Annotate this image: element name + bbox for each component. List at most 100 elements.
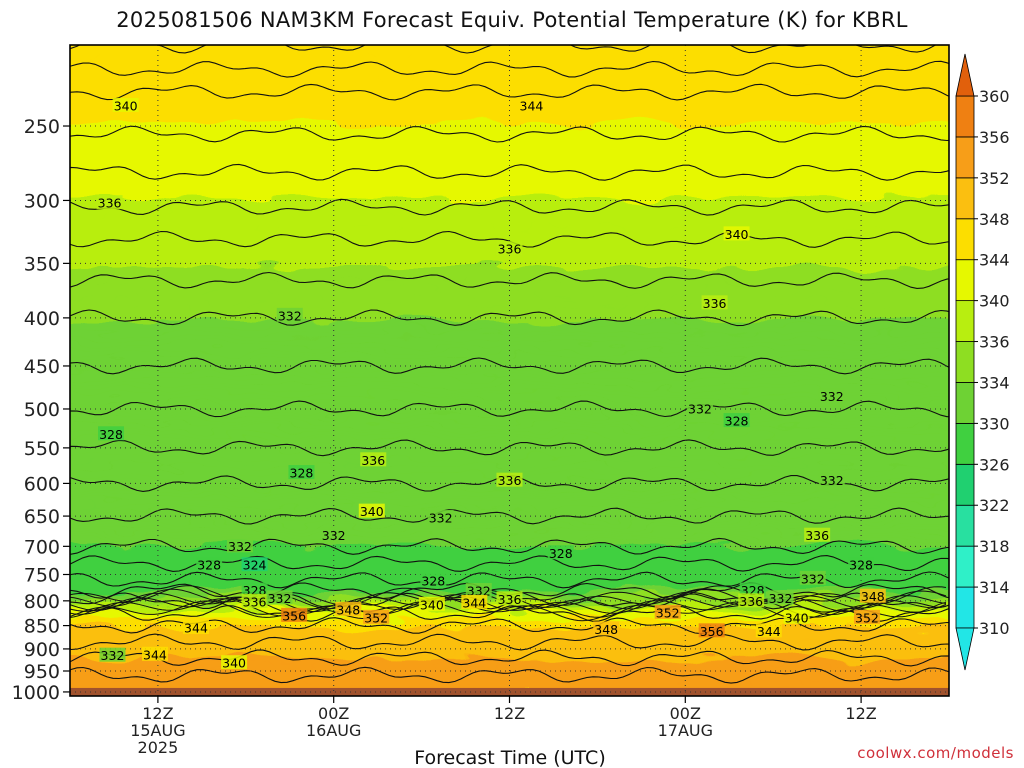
contour-label: 344 — [143, 647, 167, 662]
field-layer — [70, 674, 949, 680]
contour-label-bg — [241, 582, 268, 597]
field-layer — [70, 259, 949, 269]
y-axis: 2503003504004505005506006507007508008509… — [12, 116, 70, 704]
field-layer — [70, 197, 949, 207]
contour-label-bg — [818, 472, 845, 487]
contour-label-bg — [320, 527, 347, 542]
field-layer — [70, 560, 949, 566]
y-tick-label: 350 — [24, 253, 60, 275]
field-layer — [70, 405, 949, 412]
field-layer — [70, 287, 949, 297]
x-tick-label: 00Z — [670, 704, 701, 723]
y-tick-label: 750 — [24, 564, 60, 586]
contour-label: 336 — [98, 196, 122, 211]
y-tick-label: 900 — [24, 639, 60, 661]
field-layer — [70, 666, 949, 672]
contour-line — [70, 163, 949, 181]
colorbar-segment — [955, 95, 975, 138]
contour-label-bg — [496, 472, 523, 487]
colorbar-segment — [955, 545, 975, 588]
y-tick-label: 950 — [24, 661, 60, 683]
contour-label: 328 — [849, 558, 873, 573]
field-layer — [70, 429, 949, 437]
field-layer — [70, 274, 949, 283]
field-layer — [70, 213, 949, 224]
colorbar-tick-label: 314 — [979, 578, 1010, 597]
field-layer — [70, 229, 949, 239]
colorbar-tick-label: 334 — [979, 373, 1010, 392]
field-layer — [70, 389, 949, 397]
colorbar-tick-label: 326 — [979, 455, 1010, 474]
contour-label: 336 — [361, 453, 385, 468]
contour-label: 328 — [421, 573, 445, 588]
field-layer — [70, 523, 949, 530]
contour-label: 328 — [197, 558, 221, 573]
colorbar-tick-label: 348 — [979, 210, 1010, 229]
contour-label: 332 — [228, 539, 252, 554]
contour-label-bg — [698, 623, 725, 638]
colorbar-tick-label: 322 — [979, 496, 1010, 515]
field-layer — [70, 519, 949, 526]
contour-label-bg — [335, 601, 362, 616]
field-layer — [70, 56, 949, 70]
field-layer — [70, 122, 949, 135]
x-tick-label: 00Z — [318, 704, 349, 723]
contour-label-bg — [221, 655, 248, 670]
contour-label: 336 — [703, 296, 727, 311]
y-tick-label: 400 — [24, 308, 60, 330]
contour-label-bg — [783, 609, 810, 624]
contour-line — [70, 649, 949, 667]
field-layer — [70, 672, 949, 677]
colorbar-tick-label: 340 — [979, 292, 1010, 311]
field-layer — [70, 188, 949, 199]
colorbar-segment — [955, 422, 975, 465]
field-layer — [70, 516, 949, 522]
field-layer — [70, 267, 949, 276]
contour-label: 328 — [549, 546, 573, 561]
colorbar-tick-label: 352 — [979, 169, 1010, 188]
contour-label-bg — [196, 557, 223, 572]
field-layer — [70, 650, 949, 655]
contour-line — [70, 439, 949, 457]
contour-line — [70, 666, 949, 684]
field-layer — [70, 338, 949, 347]
field-layer — [70, 542, 949, 548]
contour-label: 324 — [243, 558, 267, 573]
contour-label-bg — [547, 545, 574, 560]
contour-label: 344 — [757, 624, 781, 639]
contour-label: 344 — [184, 620, 208, 635]
field-layer — [70, 112, 949, 125]
field-layer — [70, 161, 949, 173]
field-layer — [70, 546, 949, 552]
field-layer — [70, 612, 949, 618]
contour-label: 352 — [656, 605, 680, 620]
contour-label-bg — [755, 623, 782, 638]
colorbar-tick-label: 310 — [979, 619, 1010, 638]
colorbar-tick-label: 330 — [979, 414, 1010, 433]
contour-label: 348 — [336, 602, 360, 617]
colorbar-extend-top — [955, 53, 975, 97]
field-layer — [70, 677, 949, 682]
x-tick-label: 12Z — [494, 704, 525, 723]
contour-label: 332 — [322, 528, 346, 543]
contour-label-bg — [804, 527, 831, 542]
contour-label: 332 — [688, 401, 712, 416]
field-layer — [70, 350, 949, 359]
field-layer — [70, 132, 949, 145]
field-layer — [70, 531, 949, 537]
field-layer — [70, 570, 949, 576]
colorbar-segment — [955, 463, 975, 506]
field-layer — [70, 567, 949, 573]
field-layer — [70, 344, 949, 353]
y-tick-label: 850 — [24, 616, 60, 638]
field-layer — [70, 500, 949, 506]
contour-label-bg — [654, 604, 681, 619]
x-tick-label: 15AUG — [130, 721, 185, 740]
credit-link[interactable]: coolwx.com/models — [857, 744, 1014, 762]
contour-label-bg — [266, 590, 293, 605]
contour-label: 356 — [282, 608, 306, 623]
contour-label: 340 — [725, 227, 749, 242]
field-layer — [70, 448, 949, 455]
colorbar-segment — [955, 341, 975, 383]
contour-line — [70, 617, 949, 635]
